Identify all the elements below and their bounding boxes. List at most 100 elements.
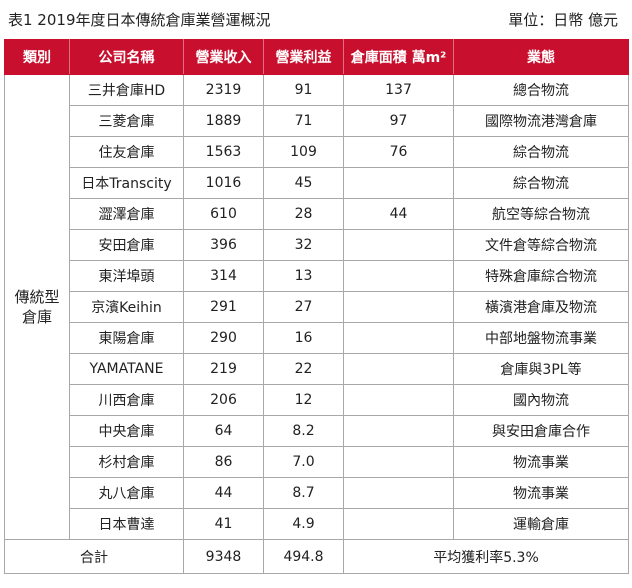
column-header-area: 倉庫面積 萬m² — [343, 39, 454, 75]
area-cell — [343, 384, 454, 416]
profit-cell: 45 — [263, 167, 344, 199]
business-cell: 物流事業 — [453, 477, 629, 509]
revenue-cell: 291 — [183, 291, 264, 323]
area-cell: 44 — [343, 198, 454, 230]
area-cell — [343, 477, 454, 509]
profit-cell: 71 — [263, 105, 344, 137]
area-cell — [343, 167, 454, 199]
profit-cell: 4.9 — [263, 508, 344, 540]
column-header-revenue: 營業收入 — [183, 39, 264, 75]
business-cell: 與安田倉庫合作 — [453, 415, 629, 447]
unit-label: 單位：日幣 億元 — [508, 11, 618, 29]
warehouse-table: 類別 公司名稱 營業收入 營業利益 倉庫面積 萬m² 業態 傳統型 倉庫 三井倉庫H… — [4, 39, 629, 574]
area-cell — [343, 322, 454, 354]
area-cell: 137 — [343, 74, 454, 106]
business-cell: 航空等綜合物流 — [453, 198, 629, 230]
table-row: 日本曹達 41 4.9 運輸倉庫 — [5, 508, 629, 540]
profit-cell: 13 — [263, 260, 344, 292]
company-cell: 日本曹達 — [69, 508, 184, 540]
company-cell: 安田倉庫 — [69, 229, 184, 261]
total-label: 合計 — [4, 539, 184, 574]
profit-cell: 16 — [263, 322, 344, 354]
revenue-cell: 86 — [183, 446, 264, 478]
company-cell: 澀澤倉庫 — [69, 198, 184, 230]
company-cell: 川西倉庫 — [69, 384, 184, 416]
table-row: 日本Transcity 1016 45 綜合物流 — [5, 167, 629, 199]
column-header-category: 類別 — [4, 39, 70, 75]
business-cell: 綜合物流 — [453, 136, 629, 168]
column-header-profit: 營業利益 — [263, 39, 344, 75]
revenue-cell: 1889 — [183, 105, 264, 137]
table-row: 三菱倉庫 1889 71 97 國際物流港灣倉庫 — [5, 105, 629, 137]
company-cell: 杉村倉庫 — [69, 446, 184, 478]
company-cell: 三菱倉庫 — [69, 105, 184, 137]
business-cell: 特殊倉庫綜合物流 — [453, 260, 629, 292]
company-cell: 丸八倉庫 — [69, 477, 184, 509]
business-cell: 總合物流 — [453, 74, 629, 106]
revenue-cell: 44 — [183, 477, 264, 509]
profit-cell: 12 — [263, 384, 344, 416]
total-revenue: 9348 — [183, 539, 264, 574]
company-cell: 東洋埠頭 — [69, 260, 184, 292]
company-cell: 東陽倉庫 — [69, 322, 184, 354]
table-row: 住友倉庫 1563 109 76 綜合物流 — [5, 136, 629, 168]
profit-cell: 7.0 — [263, 446, 344, 478]
area-cell — [343, 415, 454, 447]
table-row: 傳統型 倉庫 三井倉庫HD 2319 91 137 總合物流 — [4, 74, 629, 540]
profit-cell: 8.2 — [263, 415, 344, 447]
revenue-cell: 314 — [183, 260, 264, 292]
profit-cell: 22 — [263, 353, 344, 385]
revenue-cell: 610 — [183, 198, 264, 230]
profit-cell: 28 — [263, 198, 344, 230]
revenue-cell: 2319 — [183, 74, 264, 106]
total-row: 合計 9348 494.8 平均獲利率5.3% — [4, 539, 629, 574]
business-cell: 國內物流 — [453, 384, 629, 416]
profit-cell: 91 — [263, 74, 344, 106]
revenue-cell: 1563 — [183, 136, 264, 168]
business-cell: 倉庫與3PL等 — [453, 353, 629, 385]
table-row: YAMATANE 219 22 倉庫與3PL等 — [5, 353, 629, 385]
category-cell: 傳統型 倉庫 — [4, 74, 70, 540]
total-profit: 494.8 — [263, 539, 344, 574]
business-cell: 國際物流港灣倉庫 — [453, 105, 629, 137]
revenue-cell: 1016 — [183, 167, 264, 199]
business-cell: 橫濱港倉庫及物流 — [453, 291, 629, 323]
area-cell — [343, 446, 454, 478]
table-body: 傳統型 倉庫 三井倉庫HD 2319 91 137 總合物流 三菱倉庫 1889 71 97 國際物流… — [4, 74, 629, 540]
revenue-cell: 41 — [183, 508, 264, 540]
business-cell: 物流事業 — [453, 446, 629, 478]
company-cell: 日本Transcity — [69, 167, 184, 199]
table-row: 丸八倉庫 44 8.7 物流事業 — [5, 477, 629, 509]
area-cell — [343, 508, 454, 540]
profit-cell: 109 — [263, 136, 344, 168]
table-row: 東陽倉庫 290 16 中部地盤物流事業 — [5, 322, 629, 354]
area-cell — [343, 291, 454, 323]
table-row: 川西倉庫 206 12 國內物流 — [5, 384, 629, 416]
profit-cell: 8.7 — [263, 477, 344, 509]
table-row: 中央倉庫 64 8.2 與安田倉庫合作 — [5, 415, 629, 447]
business-cell: 運輸倉庫 — [453, 508, 629, 540]
area-cell — [343, 260, 454, 292]
area-cell — [343, 229, 454, 261]
company-cell: YAMATANE — [69, 353, 184, 385]
company-cell: 京濱Keihin — [69, 291, 184, 323]
revenue-cell: 64 — [183, 415, 264, 447]
area-cell — [343, 353, 454, 385]
revenue-cell: 396 — [183, 229, 264, 261]
business-cell: 中部地盤物流事業 — [453, 322, 629, 354]
table-row: 安田倉庫 396 32 文件倉等綜合物流 — [5, 229, 629, 261]
column-header-company: 公司名稱 — [69, 39, 184, 75]
business-cell: 綜合物流 — [453, 167, 629, 199]
header-row: 類別 公司名稱 營業收入 營業利益 倉庫面積 萬m² 業態 — [4, 39, 629, 75]
business-cell: 文件倉等綜合物流 — [453, 229, 629, 261]
table-row: 京濱Keihin 291 27 橫濱港倉庫及物流 — [5, 291, 629, 323]
average-margin-note: 平均獲利率5.3% — [343, 539, 629, 574]
company-cell: 中央倉庫 — [69, 415, 184, 447]
profit-cell: 27 — [263, 291, 344, 323]
revenue-cell: 206 — [183, 384, 264, 416]
table-row: 澀澤倉庫 610 28 44 航空等綜合物流 — [5, 198, 629, 230]
area-cell: 97 — [343, 105, 454, 137]
revenue-cell: 219 — [183, 353, 264, 385]
table-row: 東洋埠頭 314 13 特殊倉庫綜合物流 — [5, 260, 629, 292]
